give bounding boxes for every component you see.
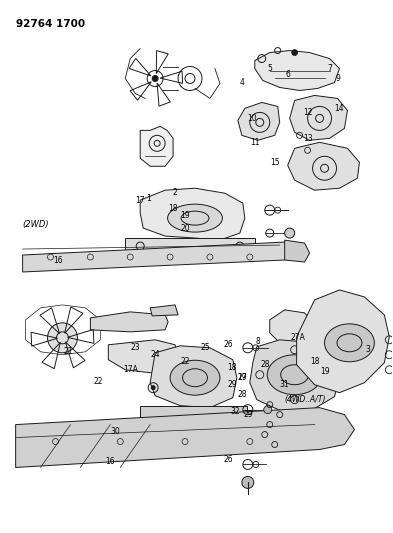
Text: (4WD..A/T): (4WD..A/T) — [285, 394, 326, 403]
Text: 26: 26 — [223, 340, 233, 349]
Text: 92764 1700: 92764 1700 — [16, 19, 85, 29]
Text: 18: 18 — [310, 357, 320, 366]
Polygon shape — [125, 238, 255, 253]
Text: 20: 20 — [180, 224, 190, 232]
Text: 22: 22 — [180, 357, 190, 366]
Text: 3: 3 — [365, 345, 370, 354]
Text: 18: 18 — [168, 204, 178, 213]
Text: 24: 24 — [151, 350, 160, 359]
Text: (2WD): (2WD) — [23, 220, 49, 229]
Text: 19: 19 — [180, 211, 190, 220]
Text: 18: 18 — [227, 363, 237, 372]
Text: 28: 28 — [237, 390, 246, 399]
Text: 22: 22 — [94, 377, 103, 386]
Text: 23: 23 — [130, 343, 140, 352]
Text: 8: 8 — [255, 337, 260, 346]
Text: 29: 29 — [243, 410, 253, 419]
Ellipse shape — [167, 204, 222, 232]
Text: 30: 30 — [110, 427, 120, 436]
Polygon shape — [270, 310, 314, 345]
Text: 31: 31 — [280, 380, 290, 389]
Text: 5: 5 — [267, 64, 272, 73]
Circle shape — [264, 406, 272, 414]
Circle shape — [151, 386, 155, 390]
Polygon shape — [238, 102, 280, 140]
Text: 10: 10 — [247, 114, 257, 123]
Text: 29: 29 — [227, 380, 237, 389]
Text: 11: 11 — [250, 138, 259, 147]
Text: 16: 16 — [54, 255, 63, 264]
Polygon shape — [297, 290, 389, 393]
Text: 9: 9 — [335, 74, 340, 83]
Text: 27: 27 — [237, 373, 247, 382]
Text: 16: 16 — [105, 457, 115, 466]
Text: 27A: 27A — [290, 333, 305, 342]
Text: 32: 32 — [230, 407, 240, 416]
Ellipse shape — [170, 360, 220, 395]
Text: 19: 19 — [320, 367, 329, 376]
Text: 17: 17 — [135, 196, 145, 205]
Text: 7: 7 — [327, 64, 332, 73]
Text: 13: 13 — [303, 134, 312, 143]
Text: 19: 19 — [237, 373, 247, 382]
Text: 6: 6 — [285, 70, 290, 79]
Ellipse shape — [267, 355, 322, 394]
Text: 12: 12 — [303, 108, 312, 117]
Polygon shape — [250, 340, 340, 413]
Text: 15: 15 — [270, 158, 279, 167]
Text: 1: 1 — [146, 193, 151, 203]
Ellipse shape — [325, 324, 375, 362]
Polygon shape — [150, 346, 237, 408]
Polygon shape — [140, 406, 247, 419]
Text: 17A: 17A — [123, 365, 138, 374]
Text: 2: 2 — [173, 188, 178, 197]
Circle shape — [285, 228, 295, 238]
Text: 26: 26 — [223, 455, 233, 464]
Circle shape — [152, 76, 158, 82]
Circle shape — [292, 50, 298, 55]
Circle shape — [242, 477, 254, 488]
Polygon shape — [16, 408, 354, 467]
Polygon shape — [255, 51, 340, 91]
Text: 21: 21 — [64, 348, 73, 356]
Text: 14: 14 — [335, 104, 344, 113]
Circle shape — [48, 323, 77, 353]
Polygon shape — [290, 95, 347, 140]
Text: 28: 28 — [260, 360, 270, 369]
Polygon shape — [288, 142, 360, 190]
Polygon shape — [23, 242, 295, 272]
Circle shape — [59, 335, 66, 341]
Polygon shape — [140, 126, 173, 166]
Polygon shape — [90, 312, 168, 332]
Text: 4: 4 — [239, 78, 244, 87]
Polygon shape — [108, 340, 178, 373]
Text: 25: 25 — [200, 343, 210, 352]
Polygon shape — [140, 188, 245, 240]
Polygon shape — [150, 305, 178, 316]
Polygon shape — [285, 240, 310, 262]
